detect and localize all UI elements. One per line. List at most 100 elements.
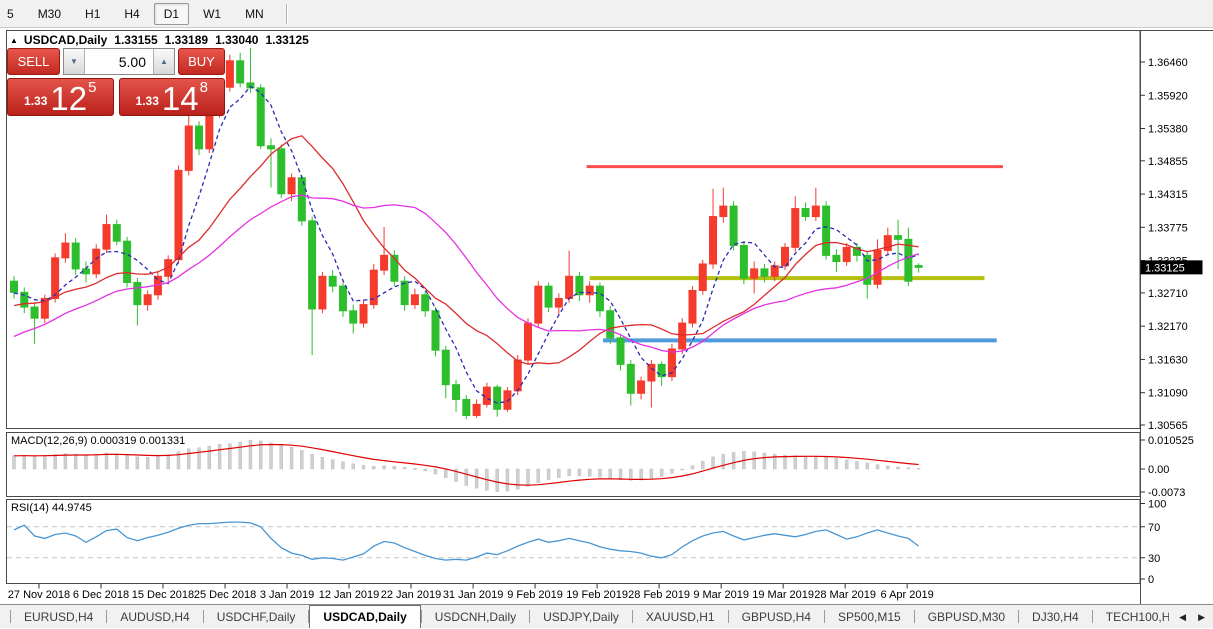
candle-body	[246, 82, 255, 89]
chart-canvas[interactable]: MACD(12,26,9) 0.000319 0.001331 RSI(14) 4…	[0, 28, 1213, 604]
candle-body	[277, 148, 286, 195]
timeframe-button-w1[interactable]: W1	[203, 6, 222, 21]
macd-bar	[731, 452, 736, 470]
tab-scroll-left-button[interactable]: ◀	[1179, 611, 1187, 622]
timeframe-button-mn[interactable]: MN	[245, 6, 264, 21]
volume-decrease-button[interactable]: ▼	[64, 49, 85, 74]
chart-symbol-label: USDCAD,Daily	[23, 33, 108, 47]
macd-axis-label: -0.0073	[1148, 487, 1185, 499]
macd-bar	[793, 455, 797, 470]
timeframe-button-m30[interactable]: M30	[37, 6, 62, 21]
candle-body	[225, 60, 234, 88]
chart-tab-xauusd[interactable]: XAUUSD,H1	[645, 609, 715, 624]
macd-bar	[752, 451, 756, 470]
candle-body	[236, 60, 245, 84]
ma-slow-line	[13, 194, 919, 353]
date-tick-label: 28 Mar 2019	[814, 589, 876, 601]
ohlc-close: 1.33125	[265, 33, 309, 47]
macd-bar	[505, 468, 510, 492]
timeframe-button-h1[interactable]: H1	[85, 6, 101, 21]
buy-price-box[interactable]: 1.33 14 8	[118, 78, 225, 117]
candle-body	[133, 281, 142, 306]
tab-divider	[10, 610, 11, 623]
timeframe-button-5[interactable]: 5	[7, 6, 14, 21]
sell-price-box[interactable]: 1.33 12 5	[7, 78, 114, 116]
candle-body	[40, 297, 49, 319]
buy-price-big: 14	[161, 79, 199, 117]
chart-tabs-bar: EURUSD,H4 AUDUSD,H4 USDCHF,Daily USDCAD,Dai…	[0, 604, 1213, 628]
price-tick-label: 1.33775	[1148, 222, 1188, 234]
macd-signal-line	[13, 443, 919, 486]
volume-increase-button[interactable]: ▲	[153, 49, 174, 74]
candle-body	[760, 268, 769, 277]
current-price-badge-text: 1.33125	[1145, 262, 1185, 274]
candle-body	[863, 254, 872, 285]
chart-tab-audusd[interactable]: AUDUSD,H4	[120, 609, 190, 624]
macd-bar	[855, 461, 859, 470]
macd-bar	[721, 453, 726, 470]
candle-body	[369, 269, 378, 306]
candle-body	[544, 285, 553, 308]
candle-body	[822, 205, 831, 256]
chart-tab-usdcnh[interactable]: USDCNH,Daily	[434, 609, 517, 624]
candle-body	[770, 265, 779, 277]
tab-scroll-right-button[interactable]: ▶	[1198, 611, 1205, 622]
macd-bar	[783, 455, 787, 470]
candle-body	[554, 297, 563, 308]
rsi-axis-label: 100	[1148, 499, 1166, 511]
macd-bar	[248, 439, 253, 470]
timeframe-button-h4[interactable]: H4	[124, 6, 140, 21]
candle-body	[616, 337, 625, 365]
macd-bar	[259, 440, 263, 470]
macd-bar	[649, 468, 654, 479]
tab-divider	[202, 610, 204, 623]
macd-bar	[73, 454, 78, 470]
chart-tab-eurusd[interactable]: EURUSD,H4	[24, 609, 94, 624]
chart-tab-gbpusd[interactable]: GBPUSD,M30	[927, 609, 1006, 624]
ohlc-high: 1.33189	[164, 33, 209, 47]
date-tick-label: 25 Dec 2018	[194, 589, 256, 601]
collapse-trade-panel-icon[interactable]: ▲	[10, 35, 18, 45]
chart-tab-usdcad[interactable]: USDCAD,Daily	[309, 605, 421, 628]
macd-bar	[372, 466, 376, 470]
candle-body	[595, 285, 604, 312]
date-tick-label: 31 Jan 2019	[443, 589, 504, 601]
candle-body	[606, 310, 615, 339]
tab-divider	[529, 610, 531, 623]
price-tick-label: 1.35920	[1148, 90, 1188, 102]
candle-body	[750, 268, 759, 279]
chart-tab-gbpusd[interactable]: GBPUSD,H4	[741, 609, 811, 624]
candle-body	[719, 205, 728, 218]
candle-body	[256, 87, 265, 147]
macd-bar	[423, 468, 427, 472]
macd-bar	[587, 468, 592, 477]
macd-bar	[176, 451, 181, 470]
tab-divider	[1018, 610, 1020, 623]
macd-bar	[12, 455, 16, 470]
candle-body	[709, 216, 718, 265]
buy-button[interactable]: BUY	[178, 48, 225, 75]
chart-tab-sp500[interactable]: SP500,M15	[837, 609, 901, 624]
ohlc-open: 1.33155	[114, 33, 158, 47]
candle-body	[143, 294, 152, 306]
macd-bar	[433, 468, 438, 475]
volume-input[interactable]: 5.00	[118, 53, 146, 70]
chart-tab-dj30[interactable]: DJ30,H4	[1032, 609, 1079, 624]
sell-button[interactable]: SELL	[7, 48, 60, 75]
ma-mid-line	[13, 135, 919, 365]
candle-body	[852, 246, 861, 256]
chart-tab-usdjpy[interactable]: USDJPY,Daily	[543, 609, 619, 624]
price-tick-label: 1.30565	[1148, 420, 1188, 432]
candle-body	[349, 310, 358, 324]
rsi-axis-label: 70	[1148, 522, 1160, 534]
candle-body	[431, 310, 440, 351]
macd-bar	[546, 468, 551, 480]
macd-bar	[711, 456, 715, 470]
chart-tab-tech100[interactable]: TECH100,H1	[1105, 609, 1178, 624]
price-tick-label: 1.31630	[1148, 354, 1188, 366]
macd-bar	[629, 468, 633, 481]
price-tick-label: 1.36460	[1148, 57, 1188, 69]
chart-tab-usdchf[interactable]: USDCHF,Daily	[216, 609, 296, 624]
current-price-badge: 1.33125	[1140, 260, 1203, 275]
timeframe-button-d1[interactable]: D1	[153, 2, 190, 25]
